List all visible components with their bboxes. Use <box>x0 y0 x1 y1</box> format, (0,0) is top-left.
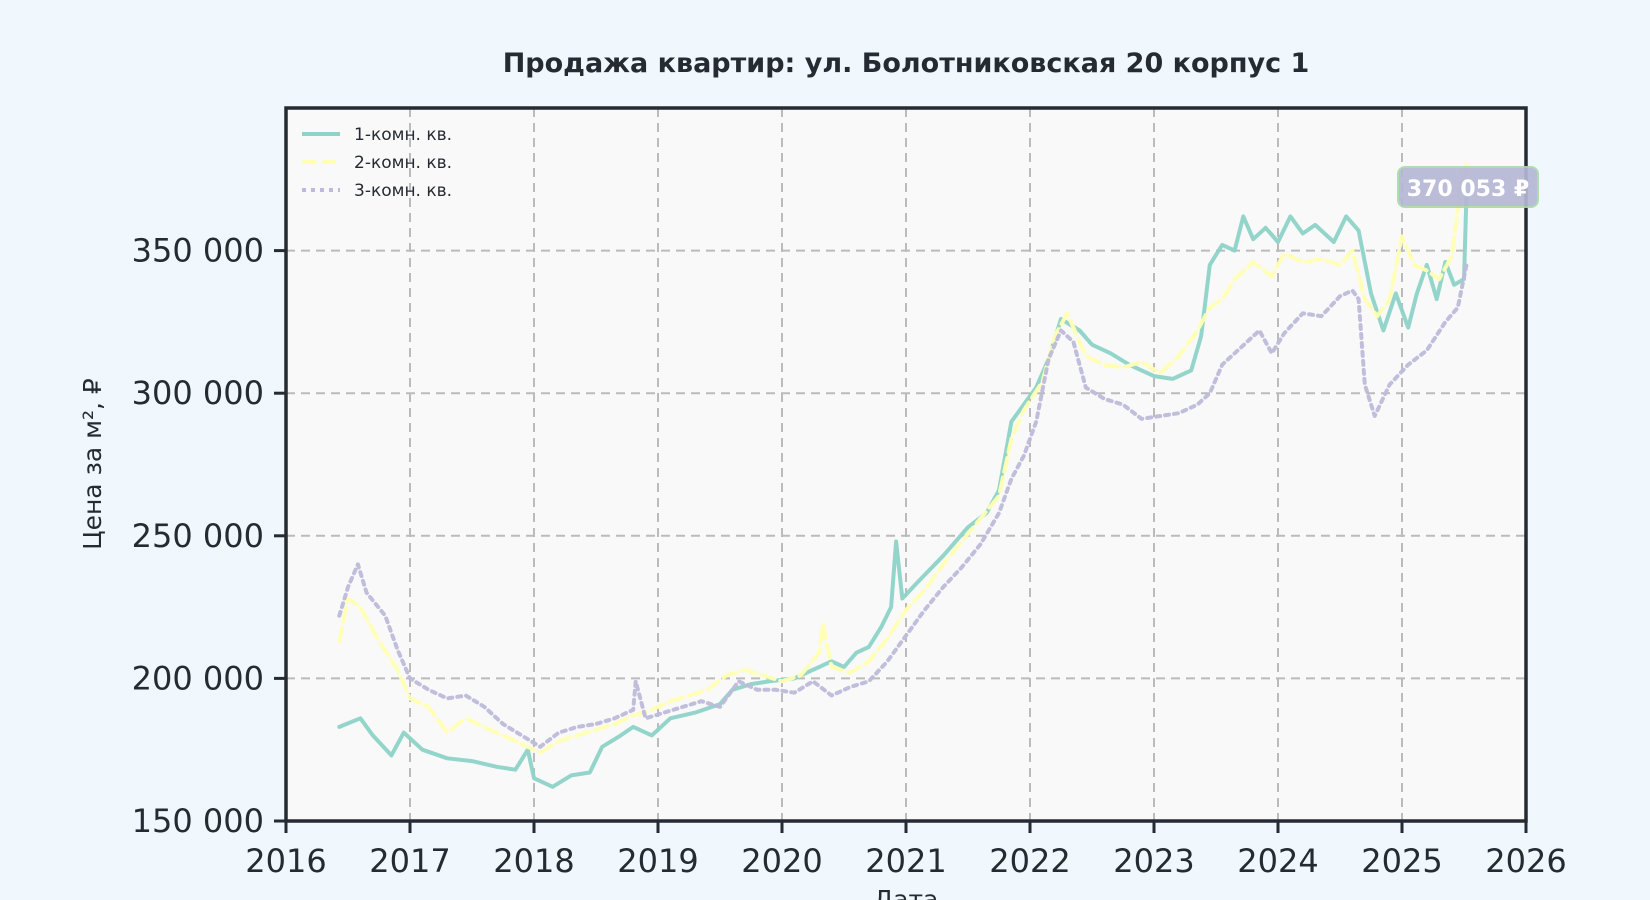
y-tick-label: 150 000 <box>132 802 264 840</box>
series-line-2 <box>337 163 1469 755</box>
x-tick-label: 2026 <box>1485 842 1566 880</box>
ticks: 2016 2017 2018 2019 2020 2021 2022 2023 2024 2025… <box>132 232 1567 880</box>
x-tick-label: 2020 <box>741 842 822 880</box>
y-tick-label: 300 000 <box>132 374 264 412</box>
x-tick-label: 2025 <box>1361 842 1442 880</box>
legend-label-3: 3-комн. кв. <box>354 181 452 201</box>
x-tick-label: 2018 <box>493 842 574 880</box>
series-layer <box>337 163 1469 789</box>
y-tick-label: 250 000 <box>132 517 264 555</box>
series-line-3 <box>337 262 1469 749</box>
x-tick-label: 2022 <box>989 842 1070 880</box>
x-tick-label: 2016 <box>245 842 326 880</box>
y-tick-label: 200 000 <box>132 659 264 697</box>
x-tick-label: 2019 <box>617 842 698 880</box>
last-value-badge: 370 053 ₽ <box>1397 166 1539 208</box>
x-tick-label: 2021 <box>865 842 946 880</box>
x-tick-label: 2024 <box>1237 842 1318 880</box>
legend-label-2: 2-комн. кв. <box>354 153 452 173</box>
x-tick-label: 2017 <box>369 842 450 880</box>
x-tick-label: 2023 <box>1113 842 1194 880</box>
last-value-badge-box <box>1397 166 1539 208</box>
x-axis-label: Дата <box>874 885 939 900</box>
chart-title: Продажа квартир: ул. Болотниковская 20 к… <box>503 48 1310 79</box>
y-tick-label: 350 000 <box>132 232 264 270</box>
y-axis-label: Цена за м², ₽ <box>78 378 107 550</box>
legend: 1-комн. кв. 2-комн. кв. 3-комн. кв. <box>302 125 452 201</box>
legend-label-1: 1-комн. кв. <box>354 125 452 145</box>
last-value-label: 370 053 ₽ <box>1407 177 1529 202</box>
